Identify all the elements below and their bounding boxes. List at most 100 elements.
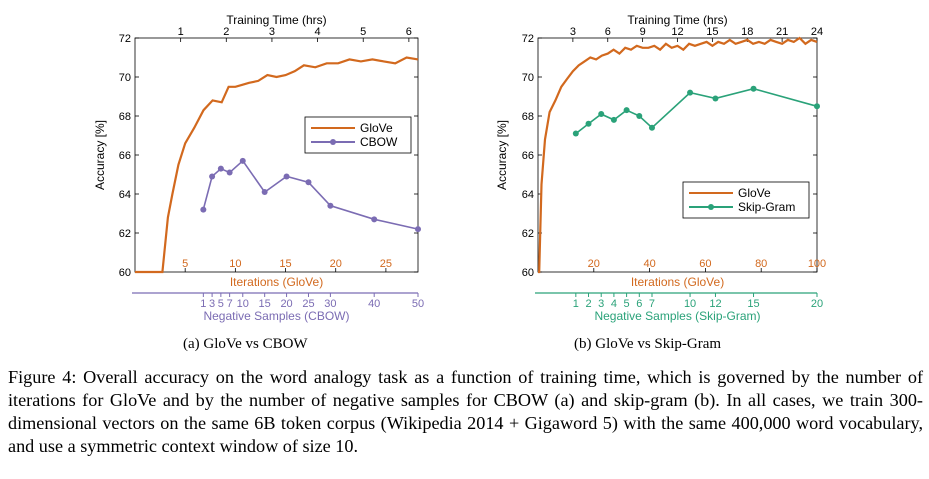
y-tick-label: 68 bbox=[522, 111, 534, 123]
iteration-tick-label: 15 bbox=[279, 258, 291, 270]
data-point-cbow bbox=[305, 179, 312, 186]
plot-frame bbox=[134, 37, 419, 273]
data-point-cbow bbox=[327, 202, 334, 209]
top-tick-label: 18 bbox=[741, 26, 753, 38]
samples-tick-label: 5 bbox=[624, 298, 630, 310]
data-point-cbow bbox=[283, 173, 290, 180]
samples-axis-label: Negative Samples (Skip-Gram) bbox=[594, 309, 760, 323]
data-point-cbow bbox=[261, 189, 268, 196]
top-tick-label: 5 bbox=[360, 26, 366, 38]
legend-marker bbox=[708, 204, 714, 210]
top-tick-label: 12 bbox=[671, 26, 683, 38]
legend-label: CBOW bbox=[360, 135, 398, 149]
top-tick-label: 2 bbox=[223, 26, 229, 38]
data-point-skip-gram bbox=[623, 107, 630, 114]
iterations-axis-label: Iterations (GloVe) bbox=[230, 275, 323, 289]
top-axis-label: Training Time (hrs) bbox=[627, 13, 727, 27]
y-tick-label: 72 bbox=[119, 33, 131, 45]
plot-frame bbox=[537, 37, 818, 273]
data-point-skip-gram bbox=[712, 95, 719, 102]
data-point-cbow bbox=[415, 226, 421, 233]
y-tick-label: 60 bbox=[119, 267, 131, 279]
data-point-skip-gram bbox=[687, 89, 694, 96]
iteration-tick-label: 20 bbox=[330, 258, 342, 270]
samples-tick-label: 20 bbox=[811, 298, 823, 310]
y-tick-label: 72 bbox=[522, 33, 534, 45]
top-tick-label: 3 bbox=[269, 26, 275, 38]
samples-tick-label: 7 bbox=[227, 298, 233, 310]
data-point-skip-gram bbox=[610, 116, 617, 123]
samples-axis-label: Negative Samples (CBOW) bbox=[203, 309, 349, 323]
iteration-tick-label: 5 bbox=[182, 258, 188, 270]
iteration-tick-label: 10 bbox=[229, 258, 241, 270]
iteration-tick-label: 100 bbox=[808, 258, 826, 270]
series-line-glove bbox=[135, 56, 419, 274]
iteration-tick-label: 40 bbox=[643, 258, 655, 270]
samples-tick-label: 40 bbox=[368, 298, 380, 310]
data-point-skip-gram bbox=[585, 120, 592, 127]
samples-tick-label: 15 bbox=[259, 298, 271, 310]
data-point-cbow bbox=[217, 165, 224, 172]
y-axis-label: Accuracy [%] bbox=[495, 120, 509, 190]
top-tick-label: 6 bbox=[406, 26, 412, 38]
samples-tick-label: 2 bbox=[585, 298, 591, 310]
top-axis-label: Training Time (hrs) bbox=[226, 13, 326, 27]
samples-tick-label: 30 bbox=[324, 298, 336, 310]
iterations-axis-label: Iterations (GloVe) bbox=[631, 275, 724, 289]
y-tick-label: 62 bbox=[522, 228, 534, 240]
iteration-tick-label: 80 bbox=[755, 258, 767, 270]
top-tick-label: 9 bbox=[640, 26, 646, 38]
samples-tick-label: 3 bbox=[598, 298, 604, 310]
samples-tick-label: 1 bbox=[200, 298, 206, 310]
legend-label: GloVe bbox=[360, 121, 393, 135]
y-tick-label: 64 bbox=[522, 189, 534, 201]
samples-tick-label: 6 bbox=[636, 298, 642, 310]
samples-tick-label: 50 bbox=[412, 298, 424, 310]
samples-tick-label: 12 bbox=[709, 298, 721, 310]
legend-marker bbox=[330, 139, 336, 145]
y-tick-label: 70 bbox=[119, 72, 131, 84]
samples-tick-label: 25 bbox=[302, 298, 314, 310]
y-tick-label: 70 bbox=[522, 72, 534, 84]
legend-label: Skip-Gram bbox=[738, 200, 795, 214]
samples-tick-label: 3 bbox=[209, 298, 215, 310]
samples-tick-label: 7 bbox=[649, 298, 655, 310]
top-tick-label: 4 bbox=[315, 26, 321, 38]
y-axis-label: Accuracy [%] bbox=[93, 120, 107, 190]
samples-tick-label: 15 bbox=[747, 298, 759, 310]
chart-glove-vs-cbow: 60 62 64 66 68 70 72 Accuracy [%] 1 2 3 4 5 6 Training… bbox=[93, 13, 424, 323]
top-tick-label: 24 bbox=[811, 26, 823, 38]
iteration-tick-label: 25 bbox=[380, 258, 392, 270]
series-line-glove bbox=[538, 36, 818, 274]
samples-tick-label: 1 bbox=[573, 298, 579, 310]
data-point-skip-gram bbox=[636, 113, 643, 119]
samples-tick-label: 4 bbox=[611, 298, 617, 310]
subfigure-caption-a: (a) GloVe vs CBOW bbox=[183, 336, 308, 352]
figure-caption: Figure 4: Overall accuracy on the word a… bbox=[8, 367, 923, 456]
y-tick-label: 66 bbox=[522, 150, 534, 162]
samples-tick-label: 20 bbox=[280, 298, 292, 310]
y-tick-label: 66 bbox=[119, 150, 131, 162]
y-tick-label: 60 bbox=[522, 267, 534, 279]
samples-tick-label: 5 bbox=[218, 298, 224, 310]
samples-tick-label: 10 bbox=[684, 298, 696, 310]
top-tick-label: 21 bbox=[776, 26, 788, 38]
subfigure-caption-b: (b) GloVe vs Skip-Gram bbox=[574, 336, 722, 352]
series-line-skip-gram bbox=[575, 87, 818, 135]
top-tick-label: 3 bbox=[570, 26, 576, 38]
series-line-cbow bbox=[202, 159, 419, 230]
data-point-skip-gram bbox=[814, 103, 820, 110]
y-tick-label: 64 bbox=[119, 189, 131, 201]
legend-box bbox=[682, 181, 810, 219]
iteration-tick-label: 20 bbox=[588, 258, 600, 270]
data-point-cbow bbox=[371, 216, 378, 223]
legend-box bbox=[304, 116, 412, 154]
data-point-cbow bbox=[209, 173, 216, 180]
top-tick-label: 15 bbox=[706, 26, 718, 38]
data-point-skip-gram bbox=[598, 111, 605, 118]
data-point-cbow bbox=[239, 157, 246, 164]
y-tick-label: 62 bbox=[119, 228, 131, 240]
top-tick-label: 6 bbox=[605, 26, 611, 38]
data-point-skip-gram bbox=[750, 85, 757, 92]
